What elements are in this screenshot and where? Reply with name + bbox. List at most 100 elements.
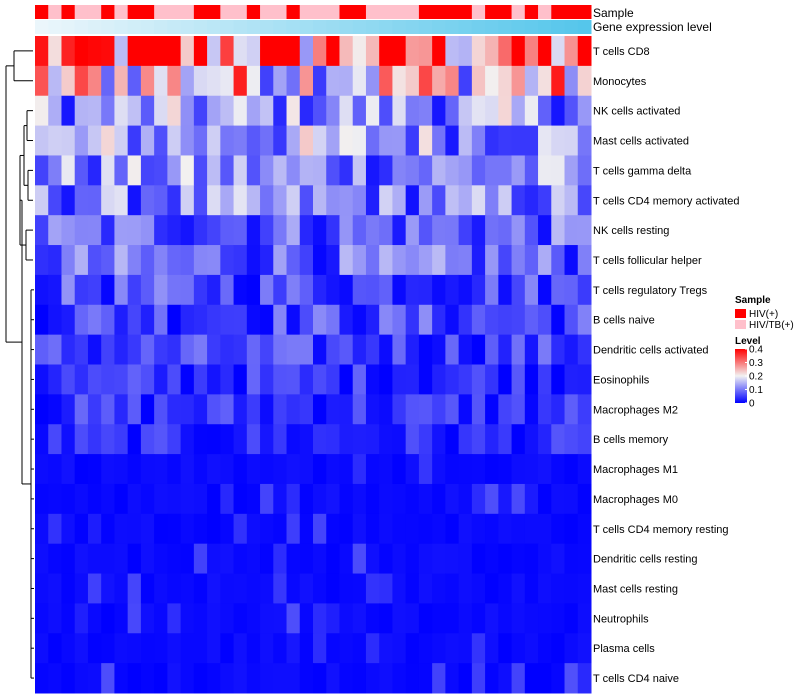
heatmap-cell xyxy=(154,36,168,67)
heatmap-cell xyxy=(445,245,460,276)
heatmap-cell xyxy=(207,663,221,694)
heatmap-cell xyxy=(511,573,526,604)
heatmap-cell xyxy=(458,36,473,67)
heatmap-cell xyxy=(313,424,327,455)
heatmap-cell xyxy=(418,483,433,515)
heatmap-cell xyxy=(299,394,314,425)
heatmap-cell xyxy=(207,394,221,425)
heatmap-cell xyxy=(246,185,261,216)
heatmap-cell xyxy=(577,633,592,664)
heatmap-cell xyxy=(140,125,155,156)
legend-level-title: Level xyxy=(735,336,761,347)
heatmap-cell xyxy=(180,663,195,694)
heatmap-cell xyxy=(432,424,446,455)
heatmap-cell xyxy=(352,95,367,127)
heatmap-cell xyxy=(260,633,274,664)
heatmap-cell xyxy=(140,483,155,515)
heatmap-cell xyxy=(471,483,486,515)
heatmap-cell xyxy=(432,334,446,365)
legend-tick-label: 0.4 xyxy=(749,345,763,356)
heatmap-cell xyxy=(564,454,579,485)
heatmap-cell xyxy=(180,274,195,306)
heatmap-cell xyxy=(432,394,446,425)
heatmap-cell xyxy=(365,543,380,575)
heatmap-cell xyxy=(233,274,248,306)
heatmap-cell xyxy=(87,364,102,395)
heatmap-cell xyxy=(326,65,340,97)
heatmap-cell xyxy=(511,364,526,395)
heatmap-cell xyxy=(246,215,261,246)
heatmap-cell xyxy=(193,155,208,186)
heatmap-cell xyxy=(418,573,433,604)
heatmap-cell xyxy=(418,394,433,425)
heatmap-cell xyxy=(48,304,62,336)
heatmap-cell xyxy=(154,155,168,186)
heatmap-cell xyxy=(299,633,314,664)
heatmap-cell xyxy=(61,483,76,515)
heatmap-cell xyxy=(286,304,301,336)
heatmap-cell xyxy=(207,155,221,186)
heatmap-cell xyxy=(313,573,327,604)
heatmap-cell xyxy=(365,334,380,365)
heatmap-cell xyxy=(379,65,393,97)
heatmap-cell xyxy=(432,95,446,127)
heatmap-cell xyxy=(418,513,433,545)
heatmap-cell xyxy=(127,543,142,575)
heatmap-cell xyxy=(498,215,513,246)
heatmap-cell xyxy=(498,454,513,485)
gene-expression-annotation-cell xyxy=(365,20,380,34)
heatmap-cell xyxy=(432,245,446,276)
heatmap-cell xyxy=(114,245,129,276)
row-dendrogram xyxy=(5,50,34,679)
heatmap-cell xyxy=(577,95,592,127)
heatmap-cell xyxy=(538,245,552,276)
heatmap-cell xyxy=(48,513,62,545)
heatmap-cell xyxy=(445,95,460,127)
heatmap-cell xyxy=(74,95,89,127)
heatmap-cell xyxy=(432,483,446,515)
heatmap-cell xyxy=(405,424,420,455)
heatmap-cell xyxy=(127,95,142,127)
heatmap-cell xyxy=(140,603,155,634)
heatmap-cell xyxy=(140,155,155,186)
heatmap-cell xyxy=(127,663,142,694)
heatmap-cell xyxy=(577,274,592,306)
heatmap-cell xyxy=(48,603,62,634)
heatmap-cell xyxy=(101,573,115,604)
heatmap-cell xyxy=(365,513,380,545)
heatmap-cell xyxy=(233,65,248,97)
heatmap-cell xyxy=(74,483,89,515)
heatmap-cell xyxy=(74,36,89,67)
heatmap-cell xyxy=(180,424,195,455)
heatmap-cell xyxy=(458,215,473,246)
heatmap-cell xyxy=(577,454,592,485)
heatmap-cell xyxy=(220,573,235,604)
heatmap-cell xyxy=(233,215,248,246)
heatmap-cell xyxy=(471,543,486,575)
heatmap-cell xyxy=(74,603,89,634)
sample-annotation-cell xyxy=(180,5,195,19)
heatmap-cell xyxy=(74,513,89,545)
heatmap-cell xyxy=(418,603,433,634)
heatmap-cell xyxy=(365,364,380,395)
heatmap-cell xyxy=(74,573,89,604)
heatmap-cell xyxy=(220,424,235,455)
heatmap-cell xyxy=(127,155,142,186)
heatmap-cell xyxy=(246,334,261,365)
heatmap-cell xyxy=(154,95,168,127)
heatmap-cell xyxy=(61,245,76,276)
heatmap-cell xyxy=(432,125,446,156)
heatmap-cell xyxy=(392,663,407,694)
heatmap-cell xyxy=(61,65,76,97)
gene-expression-annotation-cell xyxy=(418,20,433,34)
heatmap-cell xyxy=(379,603,393,634)
heatmap-cell xyxy=(154,454,168,485)
heatmap-cell xyxy=(392,483,407,515)
heatmap-cell xyxy=(193,364,208,395)
heatmap-cell xyxy=(352,274,367,306)
heatmap-cell xyxy=(87,95,102,127)
heatmap-cell xyxy=(524,304,539,336)
sample-annotation-cell xyxy=(326,5,340,19)
heatmap-cell xyxy=(524,185,539,216)
heatmap-cell xyxy=(101,633,115,664)
